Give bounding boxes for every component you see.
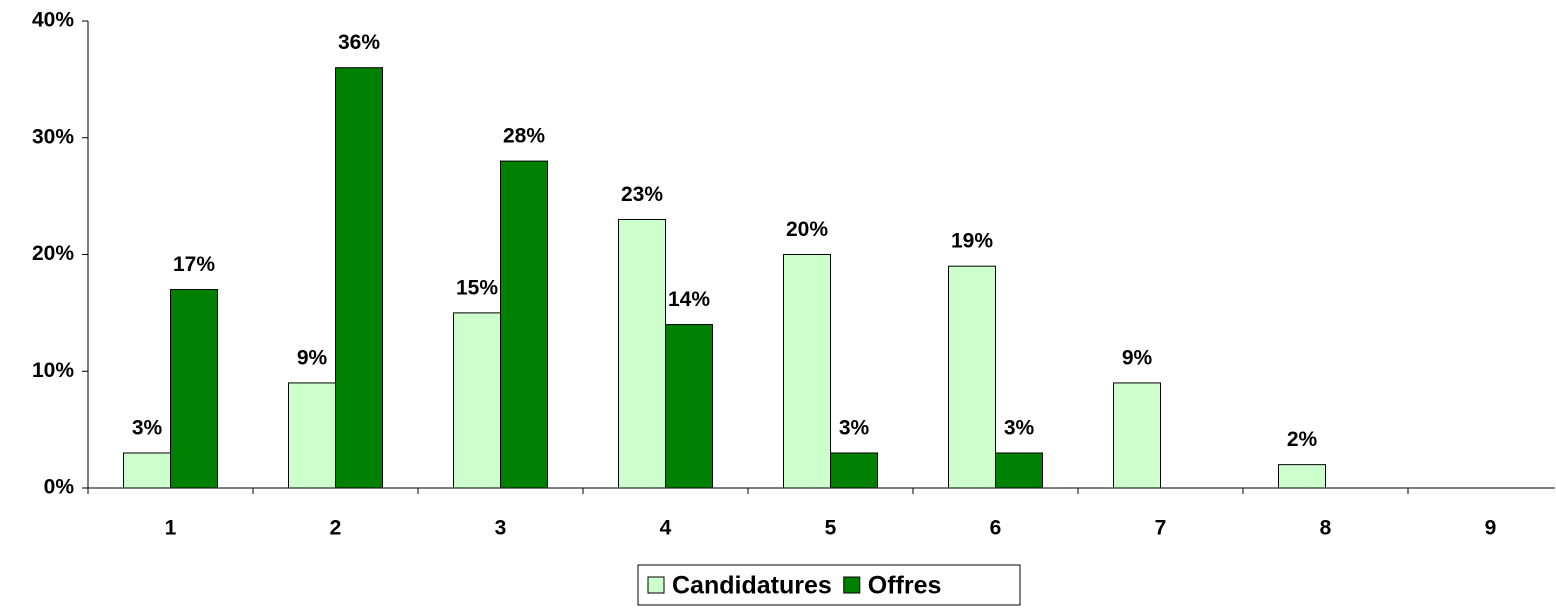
data-label: 3% — [839, 417, 870, 440]
x-tick-label: 6 — [990, 517, 1002, 540]
data-label: 15% — [456, 276, 498, 299]
data-label: 2% — [1287, 428, 1318, 451]
bar — [500, 160, 548, 489]
bar — [948, 265, 996, 489]
bar — [995, 452, 1043, 489]
bar — [830, 452, 878, 489]
data-label: 3% — [132, 417, 163, 440]
x-tick-label: 4 — [660, 517, 672, 540]
x-tick-label: 2 — [330, 517, 342, 540]
bar — [665, 324, 713, 489]
legend-swatch — [647, 576, 665, 594]
bar — [170, 289, 218, 489]
legend-swatch — [843, 576, 861, 594]
bar — [453, 312, 501, 489]
x-tick-label: 3 — [495, 517, 507, 540]
x-tick-label: 5 — [825, 517, 837, 540]
data-label: 36% — [338, 31, 380, 54]
y-tick-label: 30% — [32, 125, 74, 148]
data-label: 28% — [503, 125, 545, 148]
bar — [783, 254, 831, 489]
data-label: 9% — [1122, 346, 1153, 369]
data-label: 17% — [173, 253, 215, 276]
data-label: 19% — [951, 230, 993, 253]
data-label: 14% — [668, 288, 710, 311]
data-label: 20% — [786, 218, 828, 241]
x-tick-label: 9 — [1485, 517, 1497, 540]
bar — [1278, 464, 1326, 489]
x-tick-label: 7 — [1155, 517, 1167, 540]
bar — [123, 452, 171, 489]
data-label: 23% — [621, 183, 663, 206]
bar — [618, 218, 666, 489]
x-tick-label: 8 — [1320, 517, 1332, 540]
legend-label: Candidatures — [672, 572, 832, 600]
data-label: 3% — [1004, 417, 1035, 440]
bar — [288, 382, 336, 489]
data-label: 9% — [297, 346, 328, 369]
legend-label: Offres — [868, 572, 942, 600]
x-tick-label: 1 — [165, 517, 177, 540]
y-tick-label: 0% — [44, 476, 75, 499]
bar — [1113, 382, 1161, 489]
y-tick-label: 40% — [32, 9, 74, 32]
bar — [335, 67, 383, 489]
y-tick-label: 20% — [32, 242, 74, 265]
y-tick-label: 10% — [32, 359, 74, 382]
legend-box — [637, 564, 1021, 606]
